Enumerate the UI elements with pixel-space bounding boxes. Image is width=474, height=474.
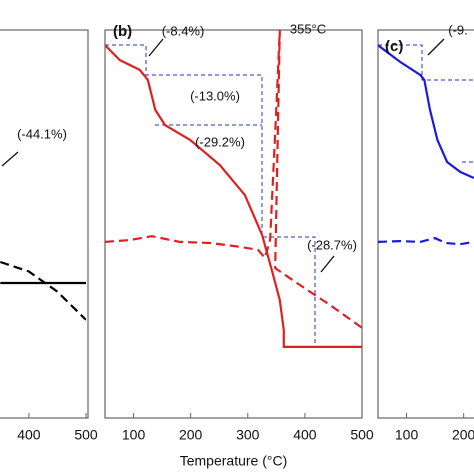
annotation: (-8.4%)	[162, 23, 205, 38]
arrow	[1, 151, 19, 167]
annotation: (-28.7%)	[307, 237, 357, 252]
x-tick-label: 200	[179, 427, 203, 443]
annotation: (-9.	[448, 22, 468, 37]
panel-frame	[104, 29, 363, 419]
annotation: (-29.2%)	[195, 134, 245, 149]
annotation: (-13.0%)	[190, 88, 240, 103]
data-line	[378, 44, 474, 180]
panel-labels: 400 500 (-44.1%)	[17, 126, 98, 442]
arrow	[320, 255, 335, 273]
x-tick-label: 500	[350, 427, 374, 443]
annotation: (-44.1%)	[17, 126, 67, 141]
x-tick-label: 200	[452, 427, 474, 443]
data-line	[105, 30, 362, 329]
panel	[105, 30, 362, 348]
data-line	[378, 236, 474, 246]
x-tick-label: 100	[122, 427, 146, 443]
x-tick-label: 300	[236, 427, 260, 443]
step-guide	[378, 44, 474, 81]
arrow	[148, 38, 164, 57]
x-tick-label: 400	[17, 427, 41, 443]
panel	[0, 260, 86, 321]
x-tick-label: 500	[74, 427, 98, 443]
plots: 400 500 (-44.1%) 100 200 300 400 500 (b) (-8.4%) (…	[0, 21, 474, 469]
panel-label: (b)	[113, 23, 132, 40]
step-guide	[105, 44, 316, 347]
x-tick-label: 400	[293, 427, 317, 443]
x-axis-label: Temperature (°C)	[180, 453, 288, 469]
data-line	[105, 44, 362, 348]
x-tick-label: 100	[395, 427, 419, 443]
arrow	[427, 38, 445, 56]
annotation: 355°C	[290, 21, 326, 36]
panel	[378, 44, 474, 246]
panel-label: (c)	[385, 38, 403, 55]
panel-frame	[377, 29, 474, 419]
panel-frame	[0, 29, 89, 419]
data-line	[0, 260, 86, 321]
panel-labels: 100 200 (c) (-9.	[385, 22, 474, 442]
panel-labels: 100 200 300 400 500 (b) (-8.4%) (-13.0%) (-29.2%…	[113, 21, 374, 468]
